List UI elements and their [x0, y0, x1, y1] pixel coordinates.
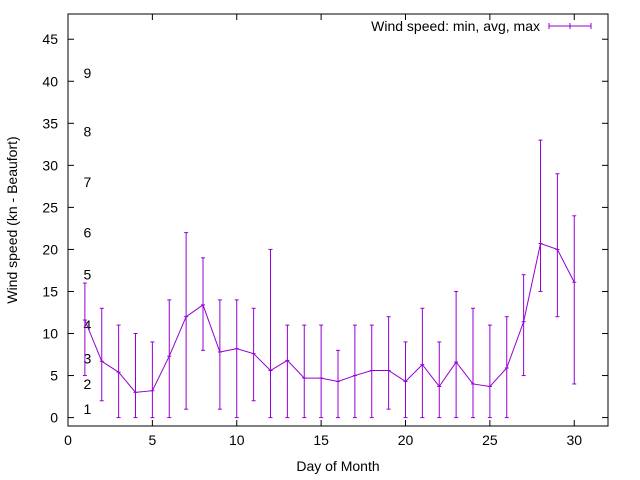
plot-frame: [67, 13, 609, 427]
x-tick-label: 20: [398, 432, 414, 448]
x-tick-label: 15: [313, 432, 329, 448]
beaufort-label: 1: [83, 401, 91, 417]
data-series: [82, 139, 577, 419]
y-tick-label: 45: [42, 31, 58, 47]
x-tick-label: 30: [566, 432, 582, 448]
beaufort-label: 5: [83, 267, 91, 283]
y-tick-label: 15: [42, 283, 58, 299]
y-tick-label: 30: [42, 157, 58, 173]
x-axis-label: Day of Month: [296, 458, 379, 474]
beaufort-label: 7: [83, 174, 91, 190]
y-tick-label: 40: [42, 73, 58, 89]
y-tick-label: 10: [42, 326, 58, 342]
x-tick-label: 5: [148, 432, 156, 448]
legend-swatch: [548, 23, 592, 29]
legend: Wind speed: min, avg, max: [371, 18, 592, 34]
beaufort-label: 8: [83, 124, 91, 140]
y-axis-label: Wind speed (kn - Beaufort): [4, 136, 20, 303]
y-tick-label: 20: [42, 241, 58, 257]
series-line: [84, 242, 575, 393]
legend-label: Wind speed: min, avg, max: [371, 18, 540, 34]
beaufort-label: 3: [83, 351, 91, 367]
x-tick-label: 10: [229, 432, 245, 448]
beaufort-label: 2: [83, 376, 91, 392]
x-tick-label: 0: [64, 432, 72, 448]
y-tick-label: 0: [50, 410, 58, 426]
y-tick-label: 25: [42, 199, 58, 215]
x-tick-label: 25: [482, 432, 498, 448]
y-tick-label: 5: [50, 368, 58, 384]
beaufort-label: 6: [83, 225, 91, 241]
beaufort-label: 9: [83, 65, 91, 81]
y-tick-label: 35: [42, 115, 58, 131]
